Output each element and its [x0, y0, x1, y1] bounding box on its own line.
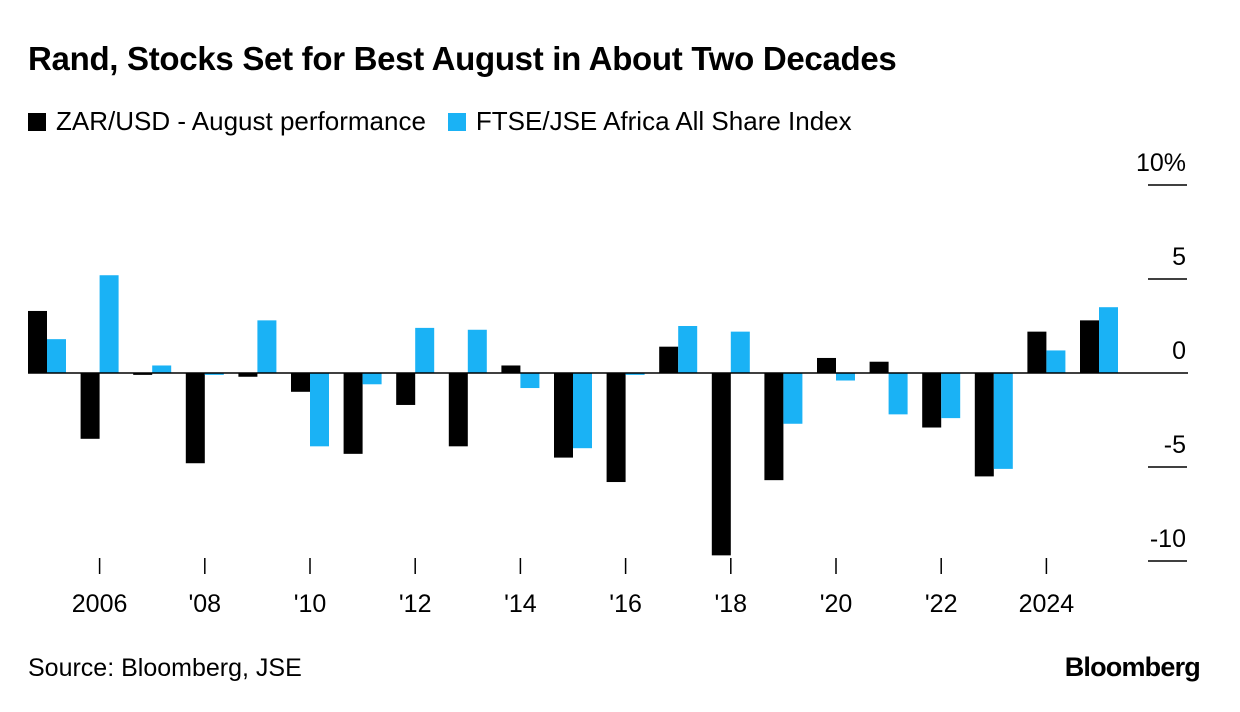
- y-tick-label: 10%: [1136, 149, 1186, 177]
- legend-item-jse: FTSE/JSE Africa All Share Index: [447, 106, 852, 137]
- bar-jse-2022: [941, 373, 961, 419]
- bar-jse-2018: [730, 331, 750, 373]
- bar-zar-2012: [396, 373, 416, 405]
- bar-zar-2010: [291, 373, 310, 392]
- bar-zar-2016: [606, 373, 626, 483]
- bar-jse-2010: [310, 373, 329, 447]
- legend: ZAR/USD - August performance FTSE/JSE Af…: [28, 106, 874, 137]
- legend-label-jse: FTSE/JSE Africa All Share Index: [475, 106, 852, 136]
- legend-item-zar: ZAR/USD - August performance: [28, 106, 426, 137]
- bloomberg-logo: Bloomberg: [1064, 652, 1201, 682]
- bar-jse-2014: [520, 373, 540, 389]
- legend-swatch-jse: [447, 112, 466, 131]
- bar-zar-2006: [80, 373, 100, 439]
- bar-jse-2016: [625, 373, 645, 375]
- x-tick-label: '08: [189, 590, 222, 618]
- bar-jse-2025: [1099, 307, 1118, 373]
- bar-jse-2008: [204, 373, 224, 375]
- x-tick-label: '18: [715, 590, 748, 618]
- x-tick-label: '10: [294, 590, 327, 618]
- bar-zar-2017: [659, 346, 679, 373]
- y-tick-label: -5: [1164, 431, 1186, 459]
- bar-zar-2009: [238, 373, 258, 377]
- bar-zar-2015: [554, 373, 573, 458]
- chart-title: Rand, Stocks Set for Best August in Abou…: [28, 40, 897, 77]
- bar-zar-2008: [185, 373, 205, 464]
- bar-jse-2012: [415, 327, 435, 373]
- bar-jse-2024: [1046, 350, 1066, 373]
- bar-jse-2013: [467, 329, 487, 373]
- bar-jse-2011: [362, 373, 382, 385]
- bar-zar-2013: [448, 373, 468, 447]
- bar-jse-2021: [888, 373, 908, 415]
- legend-swatch-zar: [28, 112, 46, 131]
- x-tick-label: 2006: [72, 590, 128, 618]
- bar-zar-2007: [133, 373, 153, 375]
- x-tick-label: 2024: [1019, 590, 1075, 618]
- bar-jse-2023: [993, 373, 1013, 469]
- bar-jse-2006: [99, 275, 119, 373]
- source-note: Source: Bloomberg, JSE: [28, 654, 302, 682]
- bar-jse-2005: [47, 339, 66, 373]
- bar-zar-2018: [711, 373, 731, 556]
- bar-zar-2023: [974, 373, 994, 477]
- x-tick-label: '22: [925, 590, 958, 618]
- bar-jse-2007: [152, 365, 172, 373]
- legend-label-zar: ZAR/USD - August performance: [56, 106, 426, 136]
- x-tick-label: '12: [399, 590, 432, 618]
- bar-zar-2025: [1080, 320, 1099, 373]
- bar-zar-2019: [764, 373, 784, 481]
- bar-zar-2020: [817, 357, 836, 373]
- bar-jse-2015: [573, 373, 592, 449]
- bar-zar-2014: [501, 365, 521, 373]
- bar-jse-2009: [257, 320, 277, 373]
- bar-jse-2020: [836, 373, 855, 381]
- bar-zar-2011: [343, 373, 363, 454]
- bar-jse-2017: [678, 326, 698, 373]
- x-tick-label: '14: [504, 590, 537, 618]
- y-tick-label: 5: [1172, 243, 1186, 271]
- bar-zar-2021: [869, 361, 889, 373]
- x-tick-label: '20: [820, 590, 853, 618]
- y-tick-label: 0: [1172, 337, 1186, 365]
- bar-zar-2022: [922, 373, 942, 428]
- y-tick-label: -10: [1150, 525, 1186, 553]
- bar-jse-2019: [783, 373, 803, 424]
- bar-zar-2005: [28, 310, 47, 373]
- x-tick-label: '16: [609, 590, 642, 618]
- bar-zar-2024: [1027, 331, 1047, 373]
